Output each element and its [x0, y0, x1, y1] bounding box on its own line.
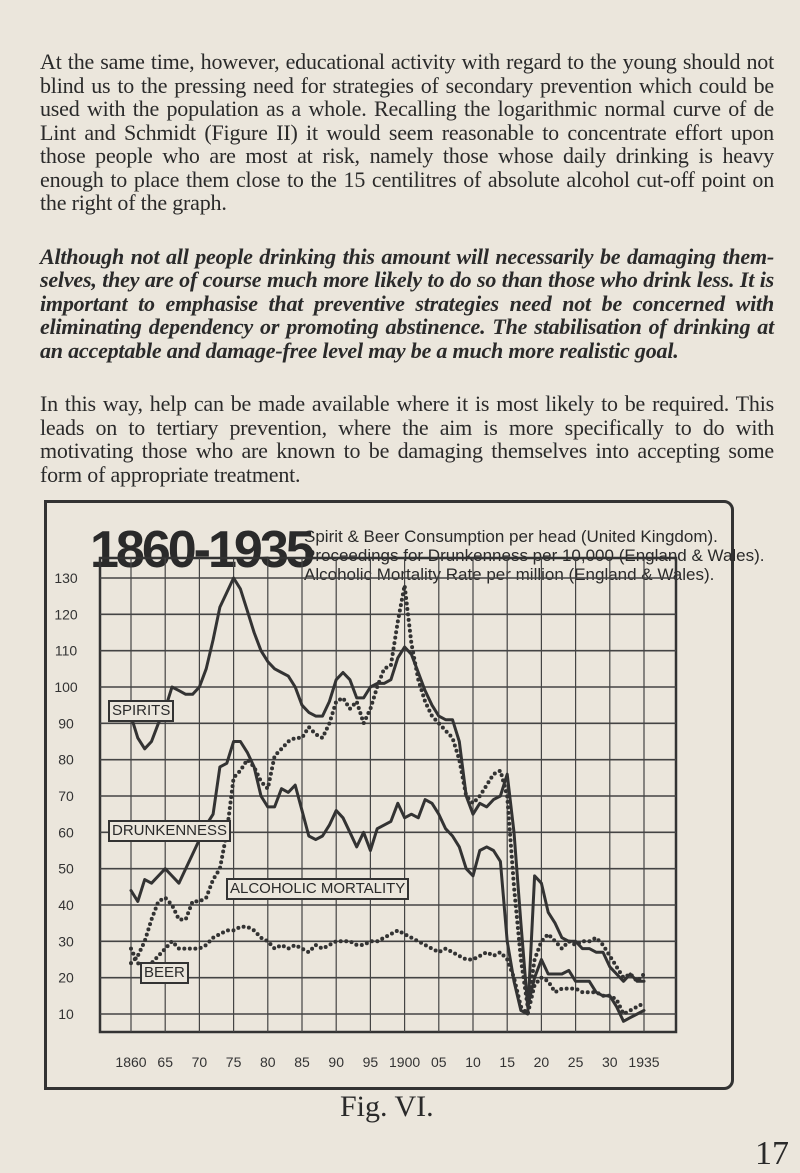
y-tick-label: 40 [58, 897, 74, 913]
x-tick-label: 1900 [389, 1054, 420, 1070]
series-line-beer [129, 924, 646, 1016]
x-tick-label: 75 [226, 1054, 242, 1070]
paragraph-stabilisation: Although not all people drinking this am… [40, 243, 774, 363]
series-line-alcoholic-mortality [129, 583, 646, 1009]
y-tick-label: 10 [58, 1006, 74, 1022]
x-tick-label: 15 [499, 1054, 515, 1070]
y-tick-label: 50 [58, 861, 74, 877]
x-tick-label: 65 [157, 1054, 173, 1070]
x-tick-label: 1935 [628, 1054, 659, 1070]
x-tick-label: 05 [431, 1054, 447, 1070]
series-line-spirits [129, 576, 646, 1023]
description-line: Proceedings for Drunkenness per 10,000 (… [304, 546, 765, 565]
x-tick-label: 10 [465, 1054, 481, 1070]
x-tick-label: 70 [192, 1054, 208, 1070]
x-tick-label: 20 [534, 1054, 550, 1070]
figure-frame [44, 500, 734, 1090]
series-label-beer: BEER [140, 962, 189, 984]
y-tick-label: 110 [55, 643, 78, 659]
figure-description: Spirit & Beer Consumption per head (Unit… [304, 527, 765, 584]
x-tick-label: 90 [328, 1054, 344, 1070]
y-tick-label: 30 [58, 933, 74, 949]
x-tick-label: 95 [363, 1054, 379, 1070]
x-tick-label: 25 [568, 1054, 584, 1070]
y-tick-label: 90 [58, 715, 74, 731]
series-label-spirits: SPIRITS [108, 700, 175, 722]
description-line: Alcoholic Mortality Rate per million (En… [304, 565, 715, 584]
y-tick-label: 80 [58, 752, 74, 768]
body-text: At the same time, however, educational a… [40, 50, 774, 516]
y-tick-label: 100 [54, 679, 78, 695]
paragraph-tertiary-prevention: In this way, help can be made available … [40, 391, 774, 487]
plot-border [98, 556, 678, 1034]
y-tick-label: 70 [58, 788, 74, 804]
y-tick-label: 20 [58, 970, 74, 986]
x-tick-label: 85 [294, 1054, 310, 1070]
description-line: Spirit & Beer Consumption per head (Unit… [304, 527, 718, 546]
x-tick-label: 80 [260, 1054, 276, 1070]
y-tick-label: 130 [54, 570, 78, 586]
figure-caption: Fig. VI. [340, 1090, 434, 1123]
paragraph-secondary-prevention: At the same time, however, educational a… [40, 49, 774, 215]
x-tick-label: 30 [602, 1054, 618, 1070]
page-number: 17 [755, 1135, 789, 1172]
series-line-drunkenness [129, 740, 646, 1016]
y-tick-label: 120 [54, 606, 78, 622]
figure-years-heading: 1860-1935 [90, 521, 315, 579]
x-tick-label: 1860 [115, 1054, 146, 1070]
series-label-drunkenness: DRUNKENNESS [108, 820, 232, 842]
series-label-alcoholic-mortality: ALCOHOLIC MORTALITY [226, 878, 410, 900]
y-tick-label: 60 [58, 824, 74, 840]
